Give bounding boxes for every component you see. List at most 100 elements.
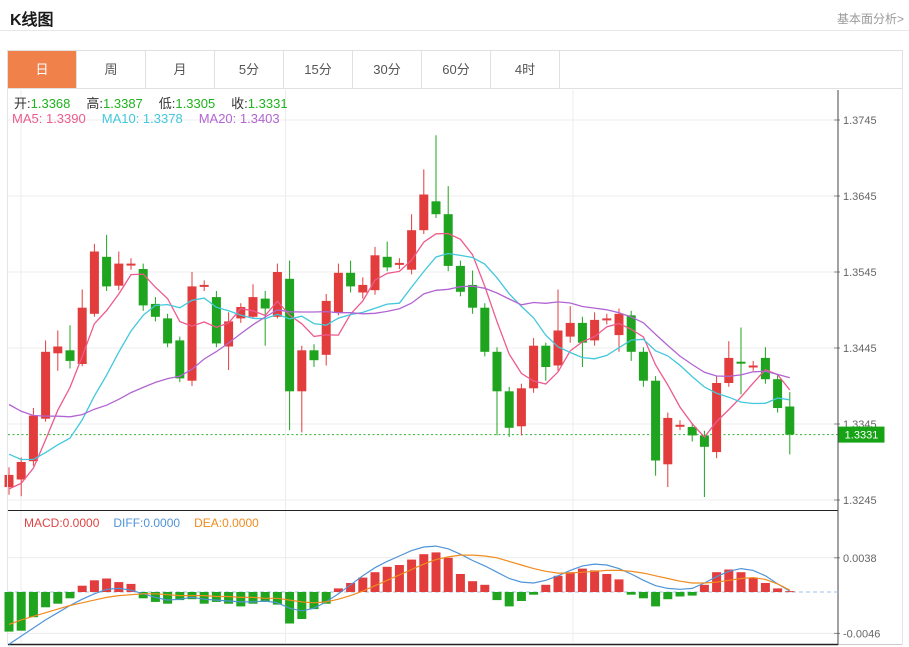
candle-body: [590, 319, 600, 341]
candle: [480, 303, 490, 357]
candle: [89, 243, 99, 317]
candle: [236, 303, 246, 323]
macd-bar: [480, 584, 490, 592]
tab-15分[interactable]: 15分: [284, 51, 353, 88]
macd-bar: [748, 577, 758, 592]
macd-bar: [626, 592, 636, 595]
candle: [663, 412, 673, 488]
candle: [468, 270, 478, 314]
candle-body: [407, 230, 417, 270]
candle: [150, 297, 160, 322]
candle-body: [175, 340, 185, 379]
candle: [492, 347, 502, 436]
dea-line: [8, 554, 791, 625]
ma-readout: MA5: 1.3390 MA10: 1.3378 MA20: 1.3403: [12, 111, 296, 126]
candle-body: [114, 263, 124, 286]
candle-body: [285, 278, 295, 392]
readout-item: 开:1.3368: [14, 96, 71, 111]
candle-body: [516, 388, 526, 427]
macd-bar: [370, 572, 380, 592]
candle-body: [748, 365, 758, 368]
candle-body: [382, 256, 392, 268]
candle: [309, 344, 319, 367]
period-tab-bar: 日周月 5分 15分 30分 60分 4时: [7, 50, 903, 89]
macd-bar: [126, 583, 136, 592]
macd-bar: [89, 580, 99, 592]
tab-月[interactable]: 月: [146, 51, 215, 88]
candle-body: [224, 321, 234, 347]
candle: [785, 392, 795, 455]
readout-item: MA5: 1.3390: [12, 111, 86, 126]
candle-body: [602, 318, 612, 321]
candle: [187, 272, 197, 386]
price-tick-label: 1.3245: [843, 495, 877, 507]
candle: [602, 313, 612, 325]
candle: [102, 234, 112, 291]
tab-60分[interactable]: 60分: [422, 51, 491, 88]
candle-body: [785, 406, 795, 435]
macd-tick-label: -0.0046: [843, 628, 880, 640]
candle-body: [126, 263, 136, 266]
macd-bar: [419, 554, 429, 592]
candle: [699, 430, 709, 497]
candle: [41, 340, 51, 422]
candle: [712, 376, 722, 459]
candle-body: [77, 307, 87, 364]
macd-bar: [346, 583, 356, 592]
candle-body: [419, 194, 429, 231]
candle: [614, 308, 624, 352]
candle: [724, 341, 734, 387]
candle-body: [138, 269, 148, 306]
macd-bar: [638, 592, 648, 599]
macd-bar: [4, 592, 14, 632]
tab-30分[interactable]: 30分: [353, 51, 422, 88]
candle: [211, 291, 221, 348]
fundamental-analysis-link[interactable]: 基本面分析>: [836, 12, 904, 26]
candle-body: [529, 345, 539, 389]
title-divider: [0, 30, 909, 31]
macd-bar: [565, 572, 575, 592]
macd-bar: [394, 565, 404, 592]
macd-readout: MACD:0.0000 DIFF:0.0000 DEA:0.0000: [24, 516, 273, 530]
candle: [529, 338, 539, 393]
macd-bar: [590, 570, 600, 592]
candle: [175, 336, 185, 383]
candle-body: [480, 307, 490, 352]
price-tick-label: 1.3545: [843, 267, 877, 279]
candle: [504, 386, 514, 437]
tab-5分[interactable]: 5分: [215, 51, 284, 88]
macd-readout-item: DIFF:0.0000: [113, 516, 181, 530]
macd-bar: [138, 592, 148, 599]
tab-周[interactable]: 周: [77, 51, 146, 88]
candle-body: [687, 427, 697, 436]
candle-body: [248, 297, 258, 317]
candle-body: [309, 350, 319, 361]
macd-bar: [163, 592, 173, 604]
macd-readout-item: DEA:0.0000: [194, 516, 259, 530]
candle-body: [468, 284, 478, 308]
candle-body: [358, 284, 368, 293]
tab-日[interactable]: 日: [8, 51, 77, 88]
macd-bar: [431, 552, 441, 592]
candle: [431, 135, 441, 218]
candle: [65, 325, 75, 369]
macd-bar: [65, 592, 75, 599]
current-price-label: 1.3331: [845, 430, 879, 442]
candle: [626, 310, 636, 361]
candle-body: [260, 298, 270, 309]
macd-bar: [41, 592, 51, 608]
macd-bar: [407, 559, 417, 592]
macd-bar: [651, 592, 661, 607]
candle-body: [626, 315, 636, 352]
macd-bar: [602, 574, 612, 592]
macd-bar: [553, 575, 563, 592]
tab-4时[interactable]: 4时: [491, 51, 560, 88]
candle: [590, 312, 600, 346]
candle-body: [370, 255, 380, 291]
candle: [419, 169, 429, 234]
candle-body: [712, 383, 722, 453]
macd-bar: [16, 592, 26, 631]
candle: [77, 289, 87, 367]
candle: [333, 263, 343, 316]
